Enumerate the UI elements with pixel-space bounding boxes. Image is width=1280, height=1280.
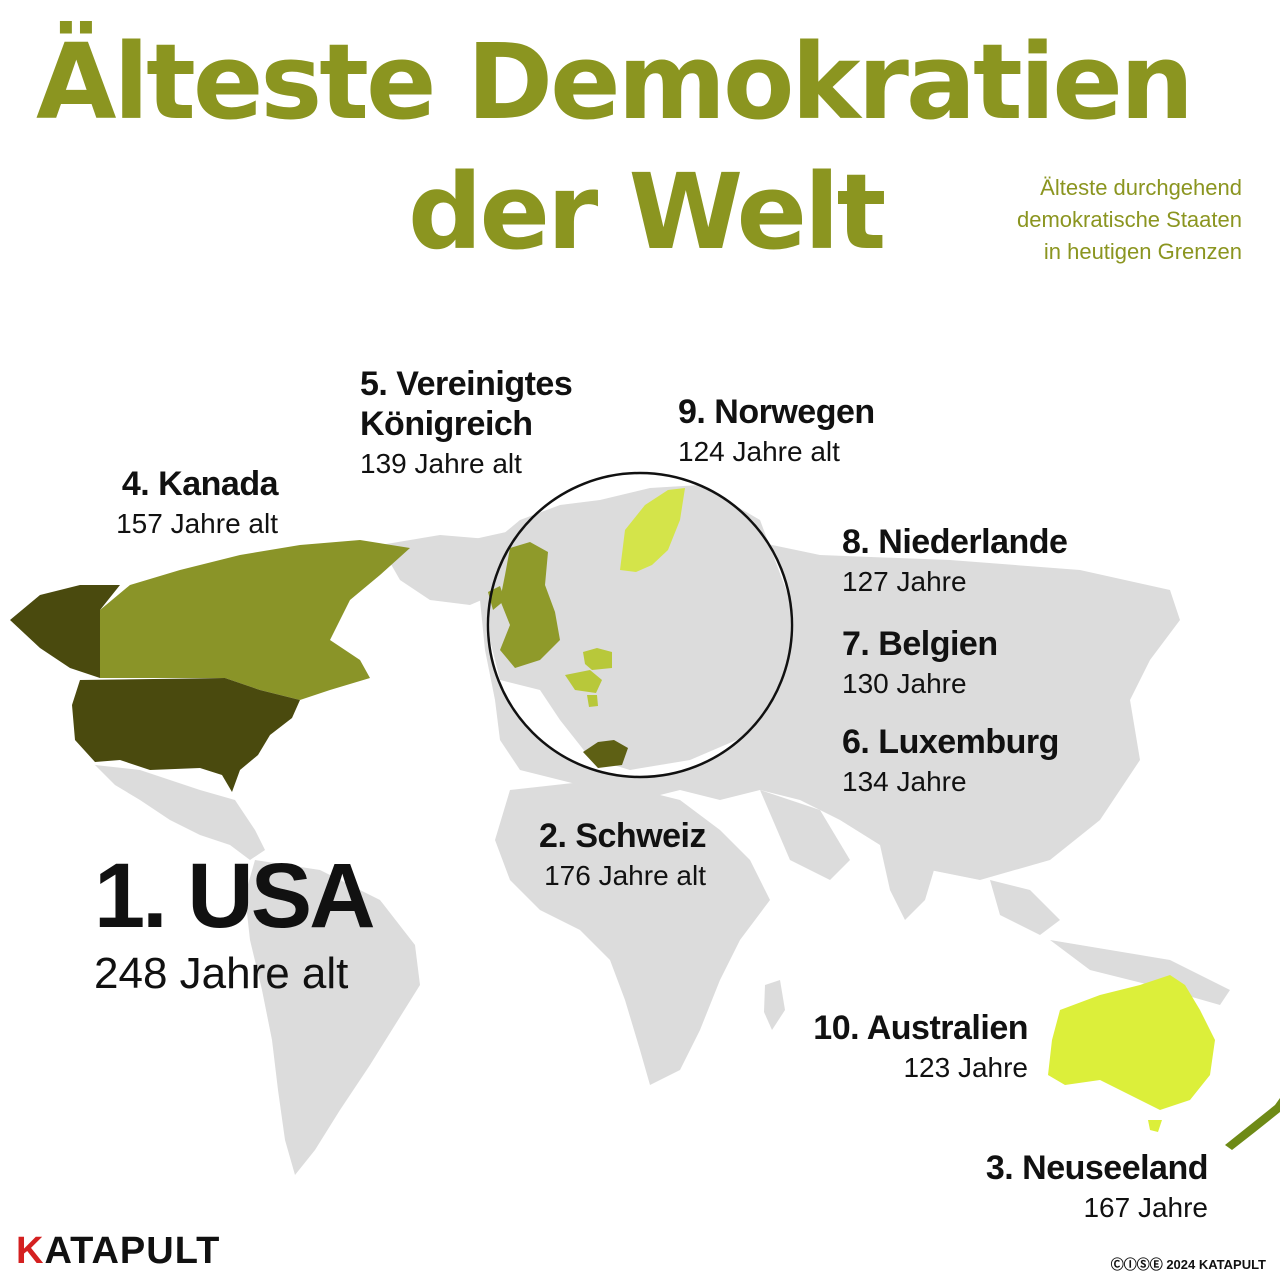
age-uk: 139 Jahre alt: [360, 448, 522, 479]
country-new-zealand: [1225, 1098, 1280, 1150]
age-neuseeland: 167 Jahre: [1083, 1192, 1208, 1223]
country-switzerland: [583, 740, 628, 768]
age-norwegen: 124 Jahre alt: [678, 436, 840, 467]
label-niederlande: 8. Niederlande 127 Jahre: [842, 522, 1068, 602]
name-niederlande: 8. Niederlande: [842, 523, 1068, 561]
label-luxemburg: 6. Luxemburg 134 Jahre: [842, 722, 1059, 802]
age-usa: 248 Jahre alt: [94, 949, 349, 998]
age-niederlande: 127 Jahre: [842, 566, 967, 597]
subtitle: Älteste durchgehend demokratische Staate…: [1017, 172, 1242, 268]
name-belgien: 7. Belgien: [842, 625, 998, 663]
country-usa-alaska: [10, 585, 120, 678]
europe-inset: [486, 471, 794, 779]
label-schweiz: 2. Schweiz 176 Jahre alt: [539, 816, 706, 896]
age-schweiz: 176 Jahre alt: [544, 860, 706, 891]
name-uk-line-2: Königreich: [360, 405, 533, 443]
subtitle-line-3: in heutigen Grenzen: [1043, 239, 1242, 264]
age-kanada: 157 Jahre alt: [116, 508, 278, 539]
age-belgien: 130 Jahre: [842, 668, 967, 699]
title-line-2: der Welt: [408, 151, 886, 273]
label-australien: 10. Australien 123 Jahre: [813, 1008, 1028, 1088]
label-vereinigtes-koenigreich: 5. Vereinigtes Königreich 139 Jahre alt: [360, 364, 573, 484]
country-australia-tasmania: [1148, 1120, 1162, 1132]
name-usa: 1. USA: [94, 845, 376, 947]
subtitle-line-1: Älteste durchgehend: [1040, 175, 1242, 200]
name-australien: 10. Australien: [813, 1009, 1028, 1047]
country-usa: [72, 678, 300, 792]
name-uk-line-1: 5. Vereinigtes: [360, 365, 573, 403]
country-canada: [100, 540, 410, 700]
country-united-kingdom: [500, 542, 560, 668]
country-netherlands: [583, 648, 612, 670]
subtitle-line-2: demokratische Staaten: [1016, 207, 1242, 232]
name-schweiz: 2. Schweiz: [539, 817, 706, 855]
name-kanada: 4. Kanada: [121, 465, 279, 503]
country-luxembourg: [587, 695, 598, 707]
label-belgien: 7. Belgien 130 Jahre: [842, 624, 998, 704]
name-luxemburg: 6. Luxemburg: [842, 723, 1059, 761]
country-australia: [1048, 975, 1215, 1110]
age-australien: 123 Jahre: [903, 1052, 1028, 1083]
logo-text: ATAPULT: [44, 1230, 221, 1272]
country-norway: [620, 488, 685, 572]
title-line-1: Älteste Demokratien: [36, 21, 1194, 143]
country-belgium: [565, 670, 602, 693]
label-neuseeland: 3. Neuseeland 167 Jahre: [985, 1148, 1209, 1228]
name-neuseeland: 3. Neuseeland: [985, 1149, 1209, 1187]
age-luxemburg: 134 Jahre: [842, 766, 967, 797]
katapult-logo: KATAPULT: [16, 1230, 220, 1273]
copyright-credit: ⒸⒾⓈⒺ 2024 KATAPULT: [1110, 1257, 1266, 1272]
label-usa: 1. USA 248 Jahre alt: [94, 845, 376, 1004]
label-kanada: 4. Kanada 157 Jahre alt: [116, 464, 278, 544]
label-norwegen: 9. Norwegen 124 Jahre alt: [678, 392, 875, 472]
name-norwegen: 9. Norwegen: [678, 393, 875, 431]
logo-mark: K: [16, 1230, 45, 1272]
